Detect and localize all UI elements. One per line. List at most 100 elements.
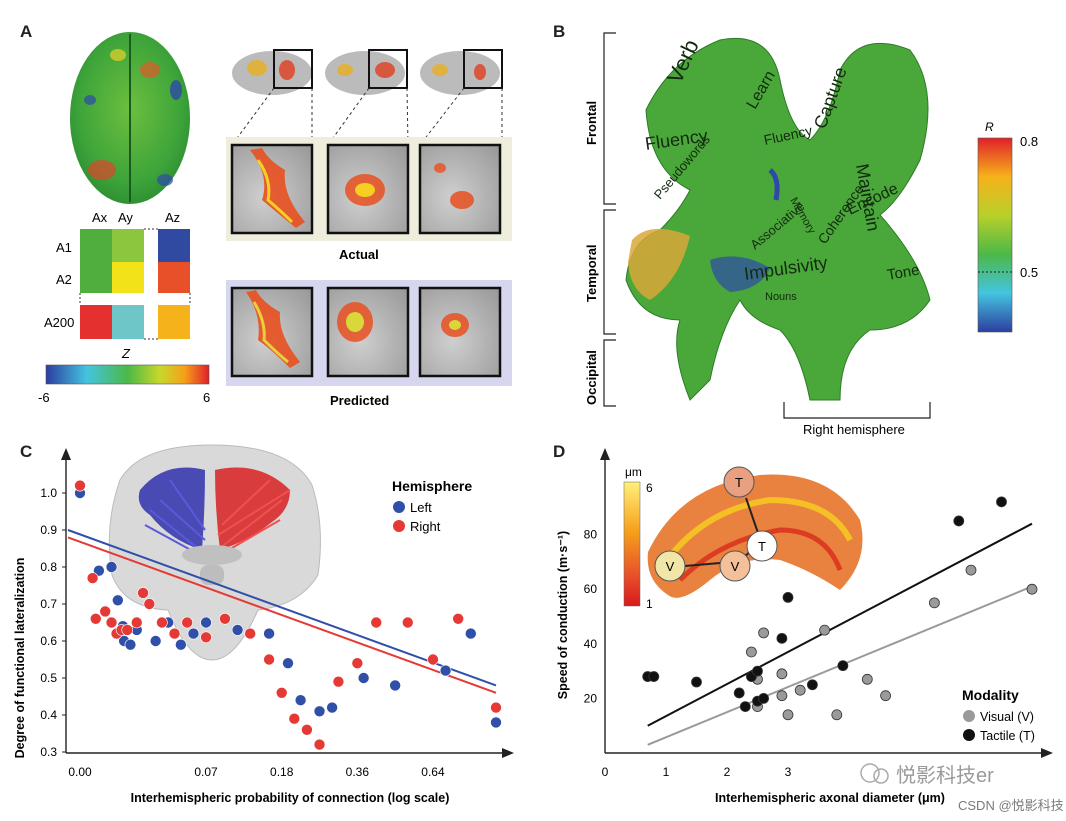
panel-a-letter: A [20,22,33,41]
d-legend-tactile-marker [963,729,975,741]
d-point [953,515,965,527]
watermark-credit: CSDN @悦影科技 [958,798,1064,813]
d-point [861,673,873,685]
cloud-word: Tone [886,262,921,284]
region-temporal: Temporal [584,244,599,302]
c-point-left [282,657,294,669]
actual-label: Actual [339,247,379,262]
c-x-tick-label: 0.07 [194,765,218,779]
inset-colorbar-min: 1 [646,597,653,611]
c-y-tick-label: 0.7 [40,597,57,611]
d-point [928,597,940,609]
d-point [758,692,770,704]
c-x-tick-label: 0.36 [346,765,370,779]
c-point-right [452,613,464,625]
right-hemisphere-label: Right hemisphere [803,422,905,437]
c-point-right [168,627,181,640]
c-point-left [326,701,338,714]
matrix-cell [158,229,190,262]
c-point-right [244,627,256,640]
r-colorbar-mid: 0.5 [1020,265,1038,280]
node-tactile-1 [723,466,755,498]
d-y-tick-label: 80 [584,528,598,542]
c-point-right [86,572,99,584]
wechat-icon [860,763,880,783]
c-point-right [427,653,439,666]
c-point-left [357,672,370,684]
watermark-brand: 悦影科技er [896,764,994,787]
c-xlabel: Interhemispheric probability of connecti… [131,791,450,805]
c-y-tick-label: 0.4 [40,708,57,722]
c-fit-line [67,536,497,694]
c-point-left [439,664,452,677]
d-x-tick-label: 0 [602,765,609,779]
z-colorbar-min: -6 [38,390,50,405]
c-point-right [275,686,288,699]
d-point [782,591,794,603]
region-frontal: Frontal [584,101,599,145]
inset-colorbar-unit: μm [625,465,642,479]
matrix-cell [80,262,112,293]
d-point [806,679,818,691]
c-point-left [124,638,137,651]
matrix-col-label: Ay [118,210,133,225]
actual-zooms [230,143,502,235]
c-point-right [89,613,102,625]
c-point-right [156,616,168,629]
c-y-tick-label: 0.8 [40,560,57,574]
c-point-right [332,675,345,688]
c-point-left [149,635,162,647]
svg-text:V: V [731,559,740,574]
c-point-left [112,594,124,607]
c-x-tick-label: 0.00 [68,765,92,779]
coronal-brain-inset [108,444,321,661]
node-visual-1 [654,550,686,582]
d-point [745,646,757,658]
c-point-right [181,616,193,629]
d-point [739,701,751,712]
d-ylabel: Speed of conduction (m·s⁻¹) [556,531,570,699]
c-point-right [490,701,502,714]
scatter-chart-c: Hemisphere Left Right 1.0 0.9 0.8 0.7 0.6 0.5… [13,444,514,805]
d-point [831,709,843,721]
c-ylabel: Degree of functional lateralization [13,558,27,759]
matrix-cell [158,262,190,293]
corpus-callosum-inset: μm 6 1 T T V V [623,465,863,611]
d-point [776,632,788,644]
d-x-tick-label: 3 [785,765,792,779]
region-brackets [603,32,931,419]
scatter-chart-d: μm 6 1 T T V V 80 60 40 20 0 1 2 3 Modality Vi… [556,448,1064,813]
c-point-right [105,616,118,629]
c-y-tick-label: 1.0 [40,486,57,500]
d-point [776,668,788,680]
matrix-col-label: Az [165,210,180,225]
c-point-left [93,564,105,577]
d-legend-visual: Visual (V) [980,710,1034,724]
matrix-row-label: A1 [56,240,72,255]
d-point [965,564,977,576]
z-colorbar: Z -6 6 [38,346,210,405]
matrix-cell [112,305,144,339]
cloud-word: Nouns [765,291,797,303]
panel-b: Frontal Temporal Occipital Right hemisph… [584,32,1038,437]
c-fit-line [67,529,497,687]
c-point-left [263,627,275,640]
side-brains [231,49,503,146]
c-point-left [389,679,401,692]
c-point-left [231,624,244,636]
c-point-left [175,638,187,651]
c-y-tick-label: 0.3 [40,745,57,759]
c-point-left [105,561,118,573]
c-point-left [294,694,307,707]
c-x-tick-label: 0.64 [421,765,445,779]
d-y-tick-label: 40 [584,637,598,651]
c-point-right [313,738,326,751]
weight-matrix: Ax Ay Az A1 A2 A200 [44,210,191,340]
matrix-cell [112,262,144,293]
d-y-tick-label: 20 [584,691,598,705]
d-x-tick-label: 1 [663,765,670,779]
d-point [733,687,745,699]
svg-text:T: T [758,539,766,554]
predicted-zooms [230,286,502,378]
r-colorbar-top: 0.8 [1020,134,1038,149]
